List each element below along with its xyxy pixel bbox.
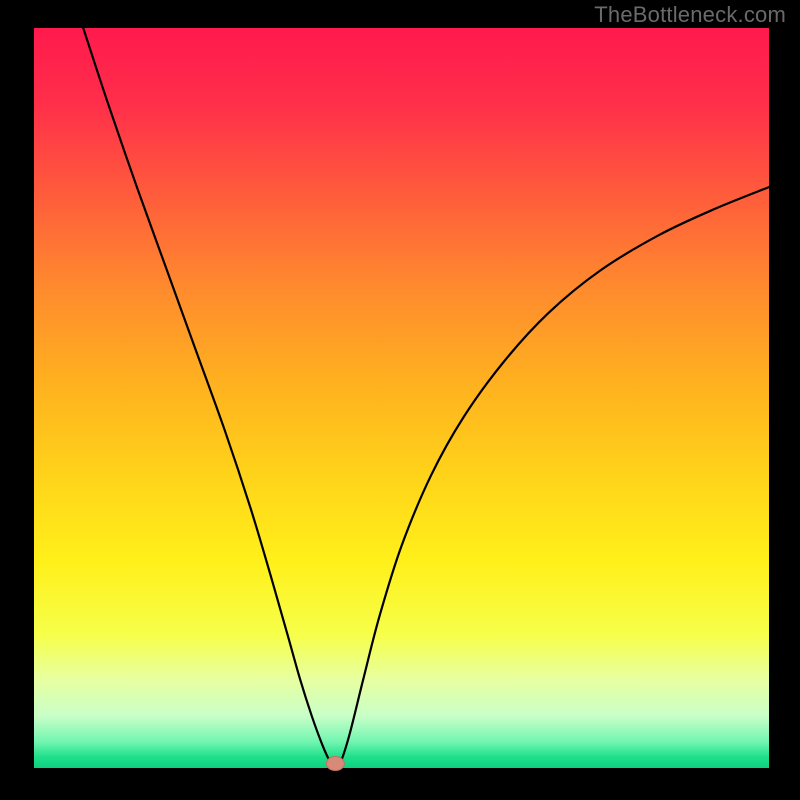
watermark-text: TheBottleneck.com bbox=[594, 2, 786, 28]
chart-svg bbox=[0, 0, 800, 800]
plot-background bbox=[34, 28, 769, 768]
chart-container: TheBottleneck.com bbox=[0, 0, 800, 800]
minimum-marker bbox=[326, 757, 344, 771]
